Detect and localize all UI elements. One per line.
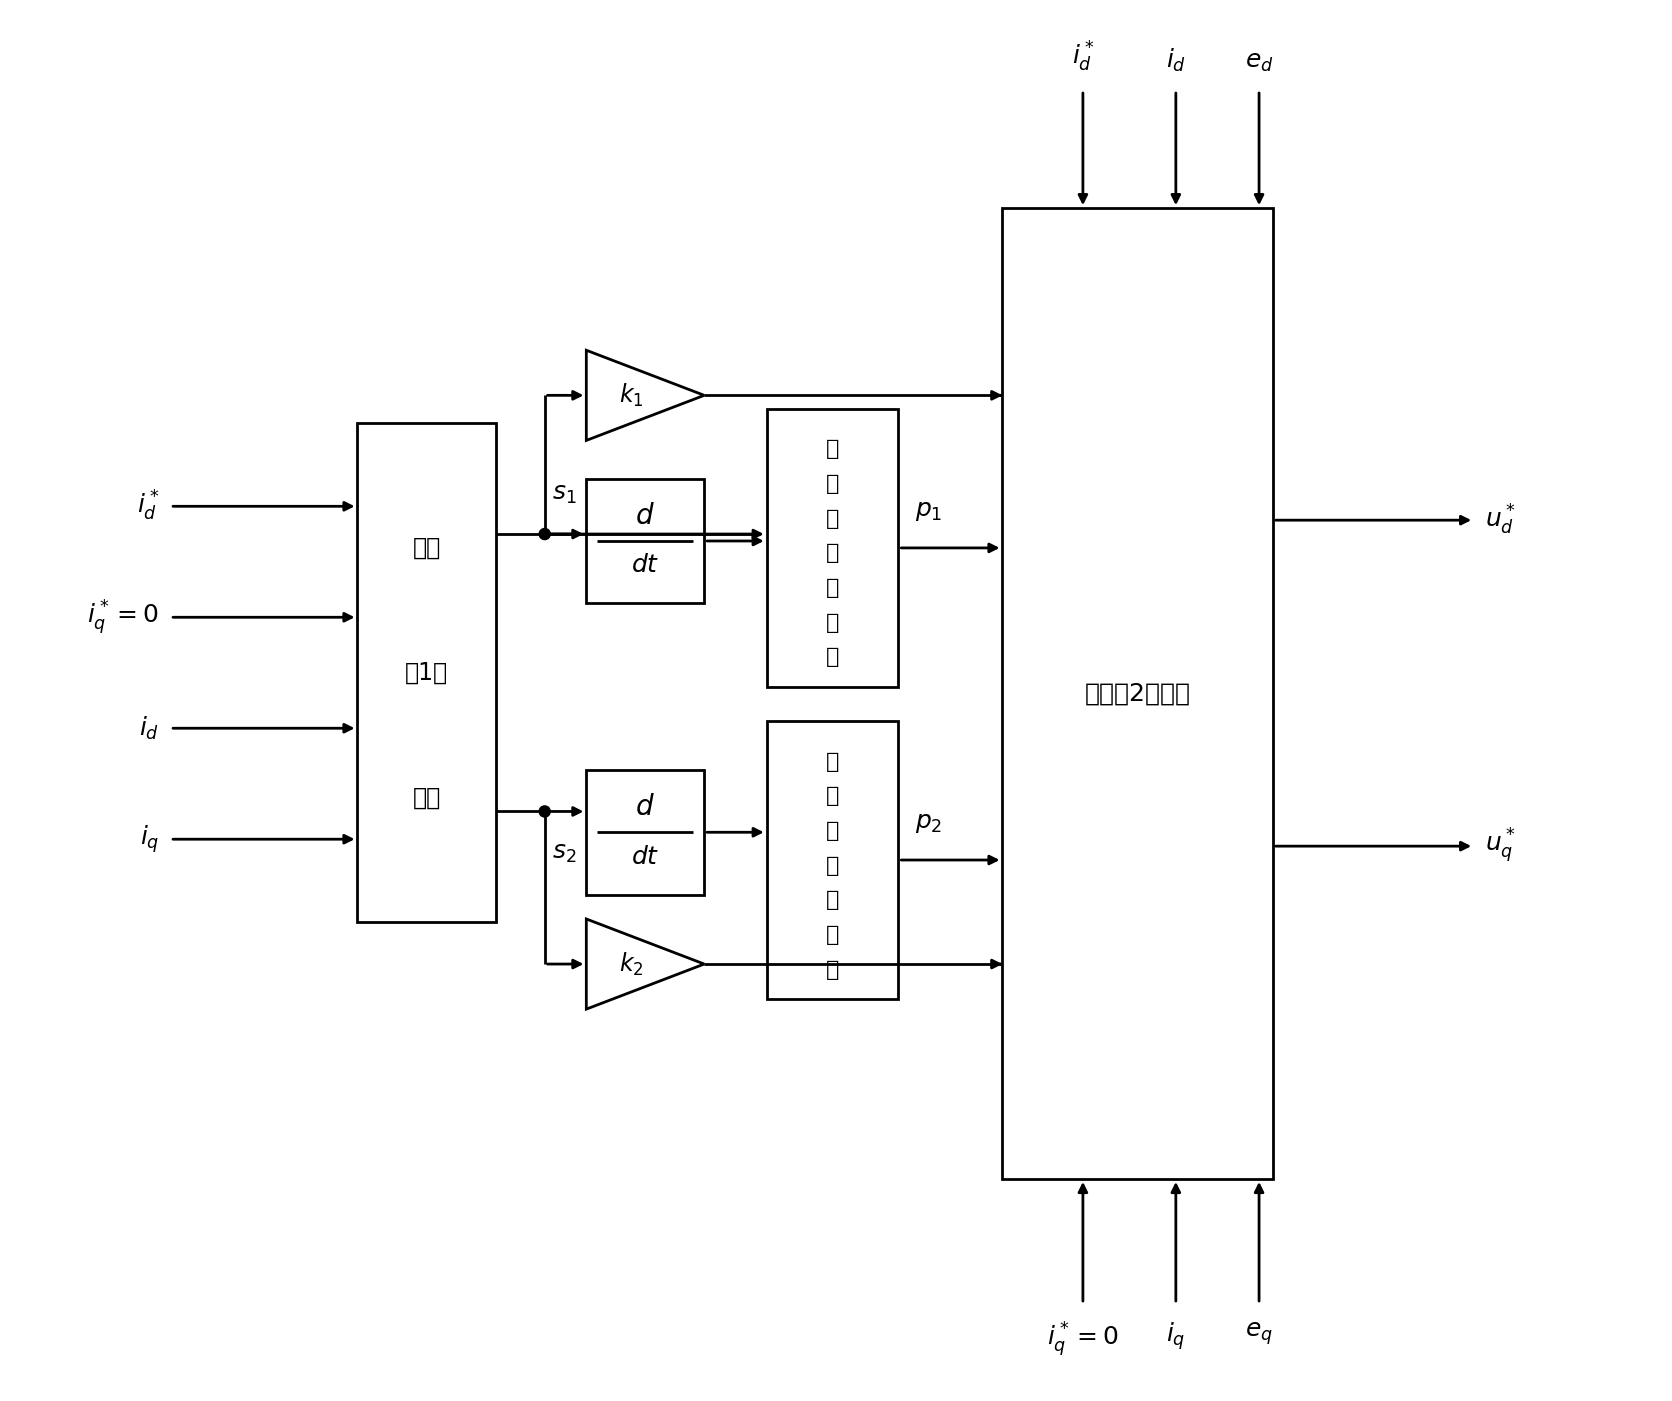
Polygon shape xyxy=(587,350,704,440)
Text: 制: 制 xyxy=(826,925,839,944)
Text: 控: 控 xyxy=(826,579,839,598)
Text: $u_q^*$: $u_q^*$ xyxy=(1485,827,1517,866)
Bar xyxy=(1003,209,1272,1180)
Text: $d$: $d$ xyxy=(635,794,655,821)
Circle shape xyxy=(538,806,550,817)
Text: 制: 制 xyxy=(826,612,839,633)
Circle shape xyxy=(538,528,550,539)
Bar xyxy=(767,722,898,999)
Text: $k_1$: $k_1$ xyxy=(619,381,644,409)
Text: 按式（2）计算: 按式（2）计算 xyxy=(1085,681,1190,706)
Text: $e_d$: $e_d$ xyxy=(1244,50,1274,73)
Text: $i_q^*=0$: $i_q^*=0$ xyxy=(87,598,159,636)
Bar xyxy=(358,423,497,922)
Text: 器: 器 xyxy=(826,647,839,667)
Text: $dt$: $dt$ xyxy=(630,846,659,869)
Text: 第: 第 xyxy=(826,440,839,460)
Text: $e_q$: $e_q$ xyxy=(1246,1321,1272,1348)
Text: $k_2$: $k_2$ xyxy=(619,950,644,978)
Text: 器: 器 xyxy=(826,960,839,979)
Text: $u_d^*$: $u_d^*$ xyxy=(1485,503,1517,537)
Text: $dt$: $dt$ xyxy=(630,555,659,577)
Text: $s_1$: $s_1$ xyxy=(552,483,577,506)
Text: $i_d$: $i_d$ xyxy=(139,715,159,743)
Text: $p_2$: $p_2$ xyxy=(915,813,943,835)
Bar xyxy=(587,479,704,604)
Text: $s_2$: $s_2$ xyxy=(552,842,577,864)
Bar xyxy=(767,409,898,686)
Text: 一: 一 xyxy=(826,474,839,495)
Text: 按式: 按式 xyxy=(413,537,441,560)
Text: 计算: 计算 xyxy=(413,786,441,810)
Text: 糊: 糊 xyxy=(826,856,839,876)
Text: $p_1$: $p_1$ xyxy=(915,500,943,523)
Text: $i_q$: $i_q$ xyxy=(140,824,159,855)
Text: 第: 第 xyxy=(826,751,839,772)
Text: 二: 二 xyxy=(826,786,839,806)
Text: （1）: （1） xyxy=(405,661,448,685)
Text: 控: 控 xyxy=(826,890,839,911)
Text: $i_d^*$: $i_d^*$ xyxy=(1072,39,1093,73)
Text: 糊: 糊 xyxy=(826,544,839,563)
Text: $i_q$: $i_q$ xyxy=(1165,1321,1185,1352)
Text: 模: 模 xyxy=(826,509,839,528)
Text: $i_q^*=0$: $i_q^*=0$ xyxy=(1047,1321,1119,1359)
Bar xyxy=(587,771,704,895)
Text: $i_d$: $i_d$ xyxy=(1165,46,1185,73)
Text: 模: 模 xyxy=(826,821,839,841)
Text: $d$: $d$ xyxy=(635,503,655,530)
Polygon shape xyxy=(587,919,704,1009)
Text: $i_d^*$: $i_d^*$ xyxy=(137,489,159,524)
